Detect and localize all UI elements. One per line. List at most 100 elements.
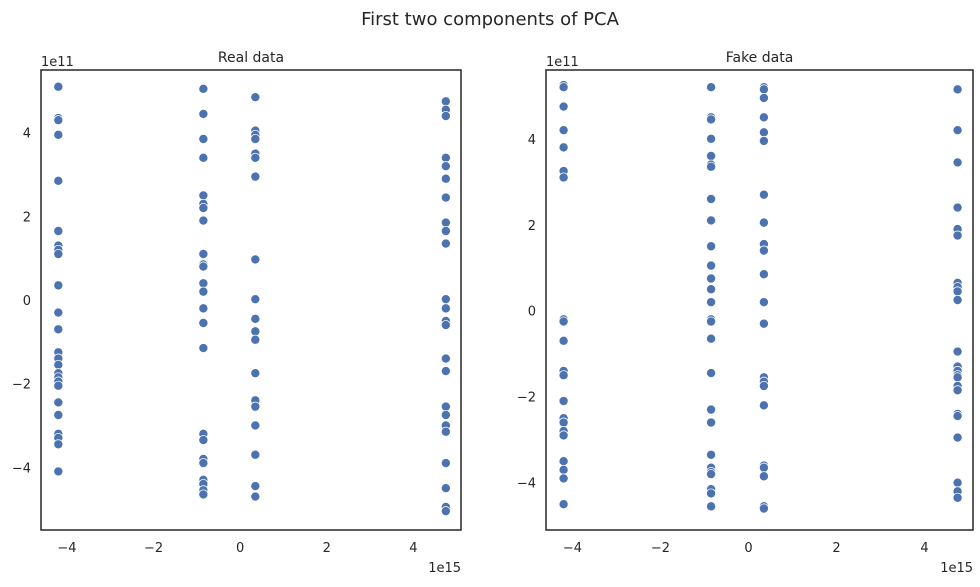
fake-data-point [706, 273, 717, 284]
real-data-point [53, 307, 64, 318]
fake-data-x-tick-label: 4 [920, 541, 928, 556]
real-data-point [53, 324, 64, 335]
real-data-point [250, 92, 261, 103]
fake-data-title: Fake data [726, 50, 794, 66]
real-data-point [198, 248, 209, 259]
fake-data-point [706, 316, 717, 327]
real-data-point [53, 129, 64, 140]
real-data-point [53, 225, 64, 236]
fake-data-panel: Fake data 1e11 1e15 −4 −2 0 2 4 −4 −2 0 2 4 [517, 50, 974, 576]
fake-data-point [706, 368, 717, 379]
fake-data-y-tick-label: 4 [528, 133, 536, 148]
real-data-point [53, 81, 64, 92]
real-data-point [198, 435, 209, 446]
real-data-point [198, 489, 209, 500]
real-data-point [440, 111, 451, 122]
real-data-point [440, 161, 451, 172]
real-data-y-tick-label: −2 [12, 378, 31, 393]
real-data-panel: Real data 1e11 1e15 −4 −2 0 2 4 −4 −2 0 2 4 [12, 50, 462, 576]
fake-data-point [758, 318, 769, 329]
real-data-point [440, 294, 451, 305]
fake-data-point [558, 142, 569, 153]
real-data-y-ticks: −4 −2 0 2 4 [12, 127, 31, 477]
real-data-point [198, 202, 209, 213]
fake-data-point [558, 430, 569, 441]
fake-data-point [706, 404, 717, 415]
real-data-y-tick-label: 4 [23, 127, 31, 142]
fake-data-point [558, 473, 569, 484]
fake-data-point [706, 161, 717, 172]
fake-data-point [706, 488, 717, 499]
fake-data-point [758, 92, 769, 103]
real-data-point [198, 108, 209, 119]
fake-data-point [706, 284, 717, 295]
fake-data-x-tick-label: −2 [651, 541, 670, 556]
fake-data-point [558, 316, 569, 327]
fake-data-point [558, 499, 569, 510]
fake-data-point [558, 456, 569, 467]
fake-data-point [558, 464, 569, 475]
fake-data-point [706, 241, 717, 252]
fake-data-point [952, 125, 963, 136]
real-data-point [53, 466, 64, 477]
real-data-point [53, 439, 64, 450]
fake-data-points [558, 80, 963, 514]
fake-data-y-tick-label: 2 [528, 219, 536, 234]
fake-data-point [558, 101, 569, 112]
fake-data-point [758, 135, 769, 146]
real-data-point [53, 115, 64, 126]
fake-data-point [758, 269, 769, 280]
real-data-point [53, 409, 64, 420]
real-data-point [440, 458, 451, 469]
fake-data-point [758, 503, 769, 514]
fake-data-point [758, 462, 769, 473]
fake-data-point [952, 492, 963, 503]
real-data-point [440, 409, 451, 420]
fake-data-point [558, 396, 569, 407]
real-data-point [198, 152, 209, 163]
fake-data-point [558, 417, 569, 428]
fake-data-point [706, 417, 717, 428]
real-data-point [440, 483, 451, 494]
real-data-point [198, 261, 209, 272]
real-data-point [440, 217, 451, 228]
real-data-point [198, 286, 209, 297]
fake-data-point [558, 125, 569, 136]
real-data-point [198, 190, 209, 201]
fake-data-point [952, 294, 963, 305]
real-data-x-tick-label: −2 [144, 541, 163, 556]
real-data-point [440, 96, 451, 107]
real-data-point [53, 359, 64, 370]
fake-data-y-tick-label: −4 [517, 477, 536, 492]
real-data-point [440, 353, 451, 364]
real-data-point [440, 152, 451, 163]
fake-data-point [706, 469, 717, 480]
real-data-y-offset-label: 1e11 [41, 55, 74, 70]
real-data-point [250, 152, 261, 163]
fake-data-point [952, 432, 963, 443]
fake-data-y-tick-label: 0 [528, 305, 536, 320]
fake-data-point [758, 189, 769, 200]
real-data-point [440, 238, 451, 249]
fake-data-point [952, 372, 963, 383]
real-data-x-offset-label: 1e15 [428, 561, 461, 576]
real-data-point [250, 171, 261, 182]
real-data-point [198, 215, 209, 226]
fake-data-x-tick-label: 0 [744, 541, 752, 556]
fake-data-y-offset-label: 1e11 [546, 55, 579, 70]
fake-data-y-tick-label: −2 [517, 391, 536, 406]
fake-data-point [706, 150, 717, 161]
figure-suptitle: First two components of PCA [361, 9, 620, 30]
real-data-point [440, 225, 451, 236]
real-data-y-tick-label: −4 [12, 461, 31, 476]
real-data-point [250, 449, 261, 460]
real-data-point [250, 294, 261, 305]
real-data-point [440, 173, 451, 184]
fake-data-point [952, 286, 963, 297]
fake-data-point [706, 82, 717, 93]
fake-data-point [758, 217, 769, 228]
real-data-x-tick-label: −4 [57, 541, 76, 556]
real-data-x-ticks: −4 −2 0 2 4 [57, 541, 417, 556]
real-data-point [440, 426, 451, 437]
